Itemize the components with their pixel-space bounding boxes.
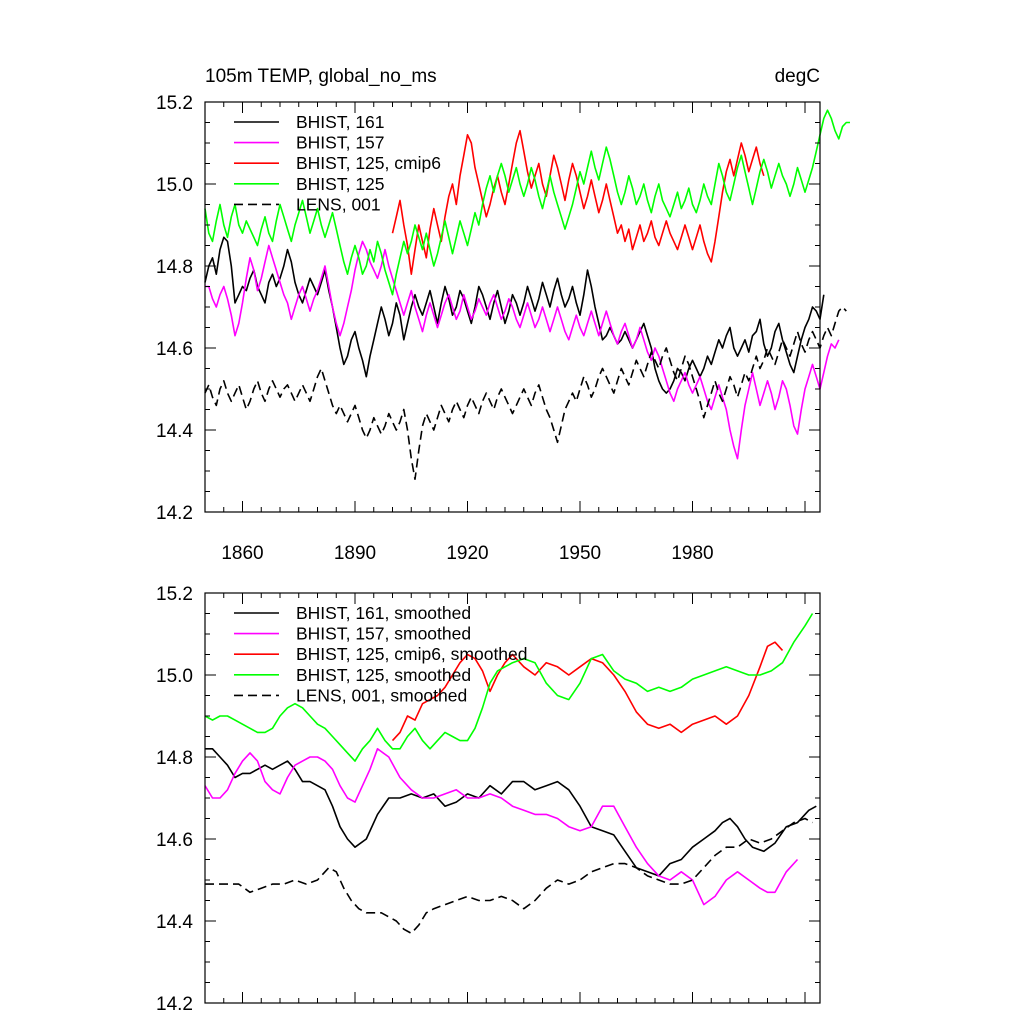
legend-label-3: BHIST, 125 xyxy=(296,174,385,194)
legend-label-2: BHIST, 125, cmip6 xyxy=(296,153,441,173)
legend-label-2: BHIST, 125, cmip6, smoothed xyxy=(296,644,528,664)
legend-label-1: BHIST, 157, smoothed xyxy=(296,624,471,644)
units-label: degC xyxy=(775,66,820,87)
series-line-1-3 xyxy=(204,613,814,762)
series-line-1-4 xyxy=(205,817,813,935)
y-tick-label: 15.2 xyxy=(156,93,193,114)
legend-label-0: BHIST, 161, smoothed xyxy=(296,603,471,623)
x-tick-label: 1950 xyxy=(559,543,601,564)
x-tick-label: 1890 xyxy=(334,543,376,564)
series-line-1-1 xyxy=(204,748,799,906)
series-line-1-2 xyxy=(391,641,784,742)
x-tick-label: 1980 xyxy=(671,543,713,564)
y-tick-label: 15.0 xyxy=(156,666,193,687)
legend-label-1: BHIST, 157 xyxy=(296,133,385,153)
y-tick-label: 14.6 xyxy=(156,339,193,360)
x-tick-label: 1920 xyxy=(446,543,488,564)
x-tick-label: 1860 xyxy=(221,543,263,564)
y-tick-label: 14.2 xyxy=(156,503,193,524)
legend-label-3: BHIST, 125, smoothed xyxy=(296,665,471,685)
y-tick-label: 14.4 xyxy=(156,912,193,933)
legend-label-4: LENS, 001 xyxy=(296,194,381,214)
legend-label-4: LENS, 001, smoothed xyxy=(296,685,467,705)
series-line-0-4 xyxy=(204,306,847,480)
series-line-1-0 xyxy=(205,748,817,877)
y-tick-label: 14.6 xyxy=(156,830,193,851)
series-line-0-3 xyxy=(204,109,850,296)
chart-title: 105m TEMP, global_no_ms xyxy=(205,66,437,87)
top-panel: 14.2 14.4 14.6 14.8 15.0 15.2 1860 1890 1920 1950… xyxy=(156,66,850,564)
series-line-0-2 xyxy=(391,129,765,275)
series-line-0-0 xyxy=(204,236,825,394)
y-tick-label: 14.8 xyxy=(156,748,193,769)
series-line-0-1 xyxy=(205,240,840,460)
y-tick-label: 14.8 xyxy=(156,257,193,278)
y-tick-label: 15.0 xyxy=(156,175,193,196)
y-tick-label: 15.2 xyxy=(156,584,193,605)
y-tick-label: 14.2 xyxy=(156,994,193,1015)
y-tick-label: 14.4 xyxy=(156,421,193,442)
legend-label-0: BHIST, 161 xyxy=(296,112,385,132)
bottom-panel: 14.2 14.4 14.6 14.8 15.0 15.2 BHIST, 161, smoo… xyxy=(156,584,821,1015)
